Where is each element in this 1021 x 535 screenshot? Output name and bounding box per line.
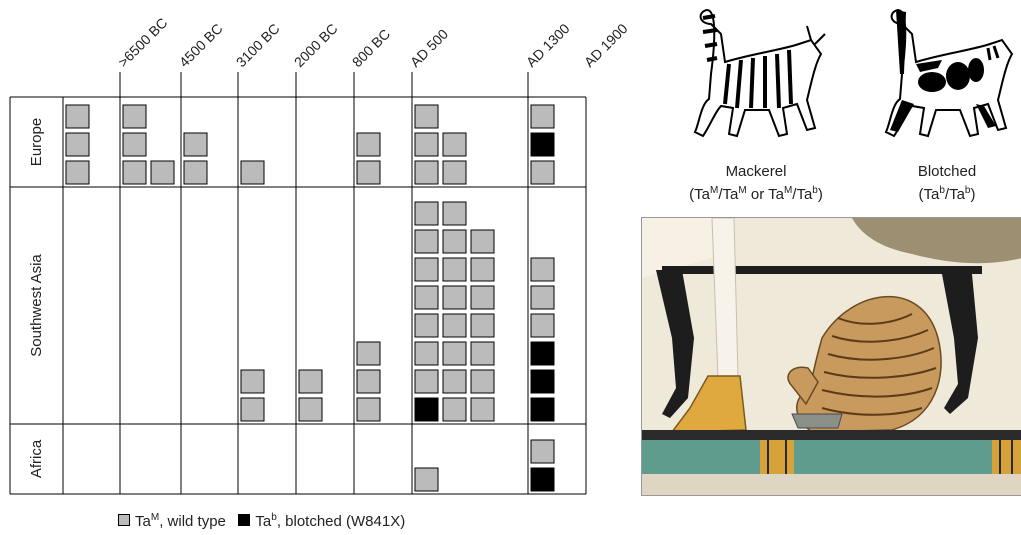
sample-square-wild-type bbox=[122, 104, 147, 129]
sample-square-wild-type bbox=[414, 160, 439, 185]
sample-square-wild-type bbox=[470, 341, 495, 366]
sample-square-wild-type bbox=[240, 397, 265, 422]
sample-square-blotched bbox=[530, 467, 555, 492]
sample-square-blotched bbox=[530, 132, 555, 157]
sample-square-wild-type bbox=[442, 285, 467, 310]
region-label: Europe bbox=[28, 118, 45, 166]
region-labels: Europe Southwest Asia Africa bbox=[28, 118, 45, 478]
period-header-label: AD 1900 bbox=[581, 20, 631, 70]
sample-square-wild-type bbox=[530, 439, 555, 464]
sample-square-wild-type bbox=[414, 467, 439, 492]
sample-square-wild-type bbox=[470, 369, 495, 394]
blotched-cat-illustration bbox=[872, 4, 1021, 159]
period-header-label: 2000 BC bbox=[291, 20, 341, 70]
sample-square-blotched bbox=[530, 369, 555, 394]
period-headers: >6500 BC 4500 BC 3100 BC 2000 BC 800 BC AD 50… bbox=[115, 14, 631, 70]
sample-square-wild-type bbox=[65, 104, 90, 129]
region-label: Africa bbox=[28, 439, 45, 478]
period-header-label: AD 500 bbox=[407, 26, 451, 70]
sample-square-wild-type bbox=[65, 132, 90, 157]
period-header-label: AD 1300 bbox=[523, 20, 573, 70]
sample-square-blotched bbox=[530, 397, 555, 422]
sample-square-wild-type bbox=[122, 132, 147, 157]
sample-square-wild-type bbox=[530, 313, 555, 338]
sample-square-wild-type bbox=[356, 369, 381, 394]
legend: TaM, wild type Tab, blotched (W841X) bbox=[118, 512, 405, 530]
sample-square-wild-type bbox=[530, 104, 555, 129]
period-header-label: 3100 BC bbox=[233, 20, 283, 70]
sample-square-wild-type bbox=[414, 313, 439, 338]
sample-square-wild-type bbox=[240, 369, 265, 394]
period-header-label: >6500 BC bbox=[115, 14, 171, 70]
sample-square-wild-type bbox=[240, 160, 265, 185]
cat-mutation-chart: >6500 BC 4500 BC 3100 BC 2000 BC 800 BC AD 50… bbox=[9, 14, 631, 495]
sample-square-wild-type bbox=[356, 160, 381, 185]
sample-square-wild-type bbox=[442, 313, 467, 338]
sample-square-wild-type bbox=[414, 201, 439, 226]
period-header-label: 800 BC bbox=[349, 26, 393, 70]
sample-square-wild-type bbox=[414, 104, 439, 129]
period-header-label: 4500 BC bbox=[176, 20, 226, 70]
sample-square-wild-type bbox=[414, 285, 439, 310]
sample-square-wild-type bbox=[183, 160, 208, 185]
sample-squares bbox=[65, 104, 555, 492]
sample-square-wild-type bbox=[530, 160, 555, 185]
sample-square-wild-type bbox=[442, 160, 467, 185]
legend-swatch-blotched bbox=[238, 514, 251, 526]
legend-swatch-wild-type bbox=[118, 514, 130, 526]
mackerel-genotype: (TaM/TaM or TaM/Tab) bbox=[689, 185, 823, 203]
sample-square-wild-type bbox=[150, 160, 175, 185]
sample-square-wild-type bbox=[356, 132, 381, 157]
sample-square-wild-type bbox=[356, 341, 381, 366]
sample-square-wild-type bbox=[470, 229, 495, 254]
blotched-caption: Blotched (Tab/Tab) bbox=[887, 162, 1007, 204]
sample-square-wild-type bbox=[356, 397, 381, 422]
sample-square-wild-type bbox=[414, 229, 439, 254]
sample-square-wild-type bbox=[470, 397, 495, 422]
sample-square-wild-type bbox=[442, 369, 467, 394]
sample-square-wild-type bbox=[442, 397, 467, 422]
sample-square-wild-type bbox=[414, 257, 439, 282]
sample-square-wild-type bbox=[65, 160, 90, 185]
sample-square-wild-type bbox=[414, 369, 439, 394]
region-label: Southwest Asia bbox=[28, 254, 45, 357]
sample-square-wild-type bbox=[298, 369, 323, 394]
sample-square-wild-type bbox=[442, 257, 467, 282]
sample-square-wild-type bbox=[414, 132, 439, 157]
sample-square-wild-type bbox=[442, 201, 467, 226]
sample-square-wild-type bbox=[122, 160, 147, 185]
sample-square-wild-type bbox=[470, 313, 495, 338]
egyptian-cat-painting bbox=[641, 217, 1021, 496]
sample-square-wild-type bbox=[442, 341, 467, 366]
sample-square-blotched bbox=[414, 397, 439, 422]
sample-square-wild-type bbox=[470, 285, 495, 310]
sample-square-wild-type bbox=[470, 257, 495, 282]
sample-square-blotched bbox=[530, 341, 555, 366]
blotched-genotype: (Tab/Tab) bbox=[918, 185, 976, 203]
sample-square-wild-type bbox=[414, 341, 439, 366]
sample-square-wild-type bbox=[442, 132, 467, 157]
mackerel-cat-illustration bbox=[681, 4, 831, 159]
sample-square-wild-type bbox=[183, 132, 208, 157]
chart-grid bbox=[9, 72, 587, 495]
sample-square-wild-type bbox=[530, 285, 555, 310]
sample-square-wild-type bbox=[530, 257, 555, 282]
mackerel-caption: Mackerel (TaM/TaM or TaM/Tab) bbox=[666, 162, 846, 204]
sample-square-wild-type bbox=[442, 229, 467, 254]
sample-square-wild-type bbox=[298, 397, 323, 422]
